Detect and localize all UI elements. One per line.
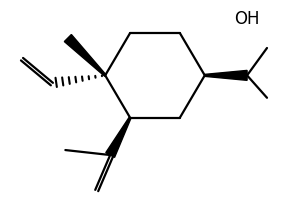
Polygon shape	[205, 70, 247, 80]
Text: OH: OH	[234, 10, 260, 28]
Polygon shape	[64, 35, 106, 76]
Polygon shape	[106, 117, 131, 157]
